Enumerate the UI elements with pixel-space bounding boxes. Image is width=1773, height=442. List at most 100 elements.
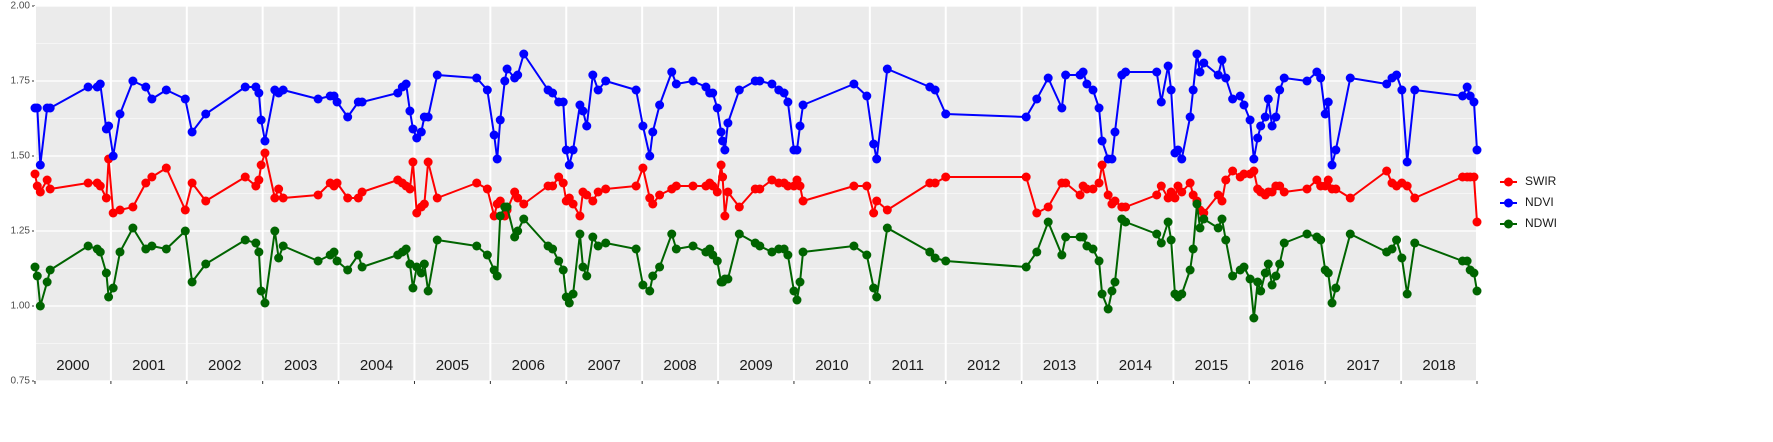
point (432, 193, 442, 203)
point (645, 286, 655, 296)
point (849, 241, 859, 251)
point (1110, 127, 1120, 137)
y-tick-label: 1.00 (11, 301, 31, 312)
point (783, 97, 793, 107)
point (638, 280, 648, 290)
point (353, 250, 363, 260)
point (260, 148, 270, 158)
point (1061, 70, 1071, 80)
point (1057, 103, 1067, 113)
point (128, 76, 138, 86)
point (648, 271, 658, 281)
point (734, 85, 744, 95)
point (792, 145, 802, 155)
point (1275, 85, 1285, 95)
point (1032, 208, 1042, 218)
point (779, 88, 789, 98)
point (869, 208, 879, 218)
point (240, 172, 250, 182)
point (1228, 94, 1238, 104)
point (1331, 184, 1341, 194)
point (408, 124, 418, 134)
point (1469, 268, 1479, 278)
point (795, 121, 805, 131)
point (872, 154, 882, 164)
point (1043, 217, 1053, 227)
point (423, 157, 433, 167)
legend-label: SWIR (1525, 174, 1557, 188)
point (1103, 190, 1113, 200)
point (1316, 73, 1326, 83)
point (1410, 193, 1420, 203)
point (1163, 61, 1173, 71)
point (789, 286, 799, 296)
point (1199, 214, 1209, 224)
point (313, 94, 323, 104)
point (357, 262, 367, 272)
year-label: 2009 (739, 357, 772, 374)
point (925, 247, 935, 257)
year-label: 2015 (1195, 357, 1228, 374)
point (755, 241, 765, 251)
point (723, 274, 733, 284)
point (256, 286, 266, 296)
point (1323, 175, 1333, 185)
point (1152, 190, 1162, 200)
point (201, 196, 211, 206)
point (187, 277, 197, 287)
point (1032, 94, 1042, 104)
point (588, 232, 598, 242)
point (1239, 262, 1249, 272)
point (1192, 199, 1202, 209)
point (601, 76, 611, 86)
point (1166, 235, 1176, 245)
point (755, 184, 765, 194)
point (405, 259, 415, 269)
point (638, 163, 648, 173)
point (1185, 265, 1195, 275)
point (1199, 58, 1209, 68)
point (1345, 193, 1355, 203)
point (45, 103, 55, 113)
point (83, 82, 93, 92)
point (278, 85, 288, 95)
point (638, 121, 648, 131)
legend-key-point (1504, 198, 1513, 208)
point (1256, 286, 1266, 296)
year-label: 2012 (967, 357, 1000, 374)
point (882, 205, 892, 215)
point (513, 226, 523, 236)
point (108, 283, 118, 293)
point (1462, 256, 1472, 266)
point (30, 169, 40, 179)
point (720, 145, 730, 155)
point (42, 277, 52, 287)
point (1323, 268, 1333, 278)
legend-label: NDVI (1525, 195, 1554, 209)
point (1173, 145, 1183, 155)
point (1302, 76, 1312, 86)
point (482, 85, 492, 95)
point (502, 64, 512, 74)
point (332, 178, 342, 188)
point (716, 127, 726, 137)
point (712, 256, 722, 266)
point (1267, 280, 1277, 290)
point (270, 193, 280, 203)
year-label: 2016 (1271, 357, 1304, 374)
point (432, 235, 442, 245)
point (655, 100, 665, 110)
point (930, 253, 940, 263)
point (1331, 145, 1341, 155)
point (1249, 166, 1259, 176)
point (1088, 85, 1098, 95)
point (1185, 178, 1195, 188)
point (254, 88, 264, 98)
point (1279, 73, 1289, 83)
point (187, 178, 197, 188)
point (1043, 73, 1053, 83)
point (798, 196, 808, 206)
year-label: 2000 (56, 357, 89, 374)
point (688, 76, 698, 86)
point (254, 247, 264, 257)
